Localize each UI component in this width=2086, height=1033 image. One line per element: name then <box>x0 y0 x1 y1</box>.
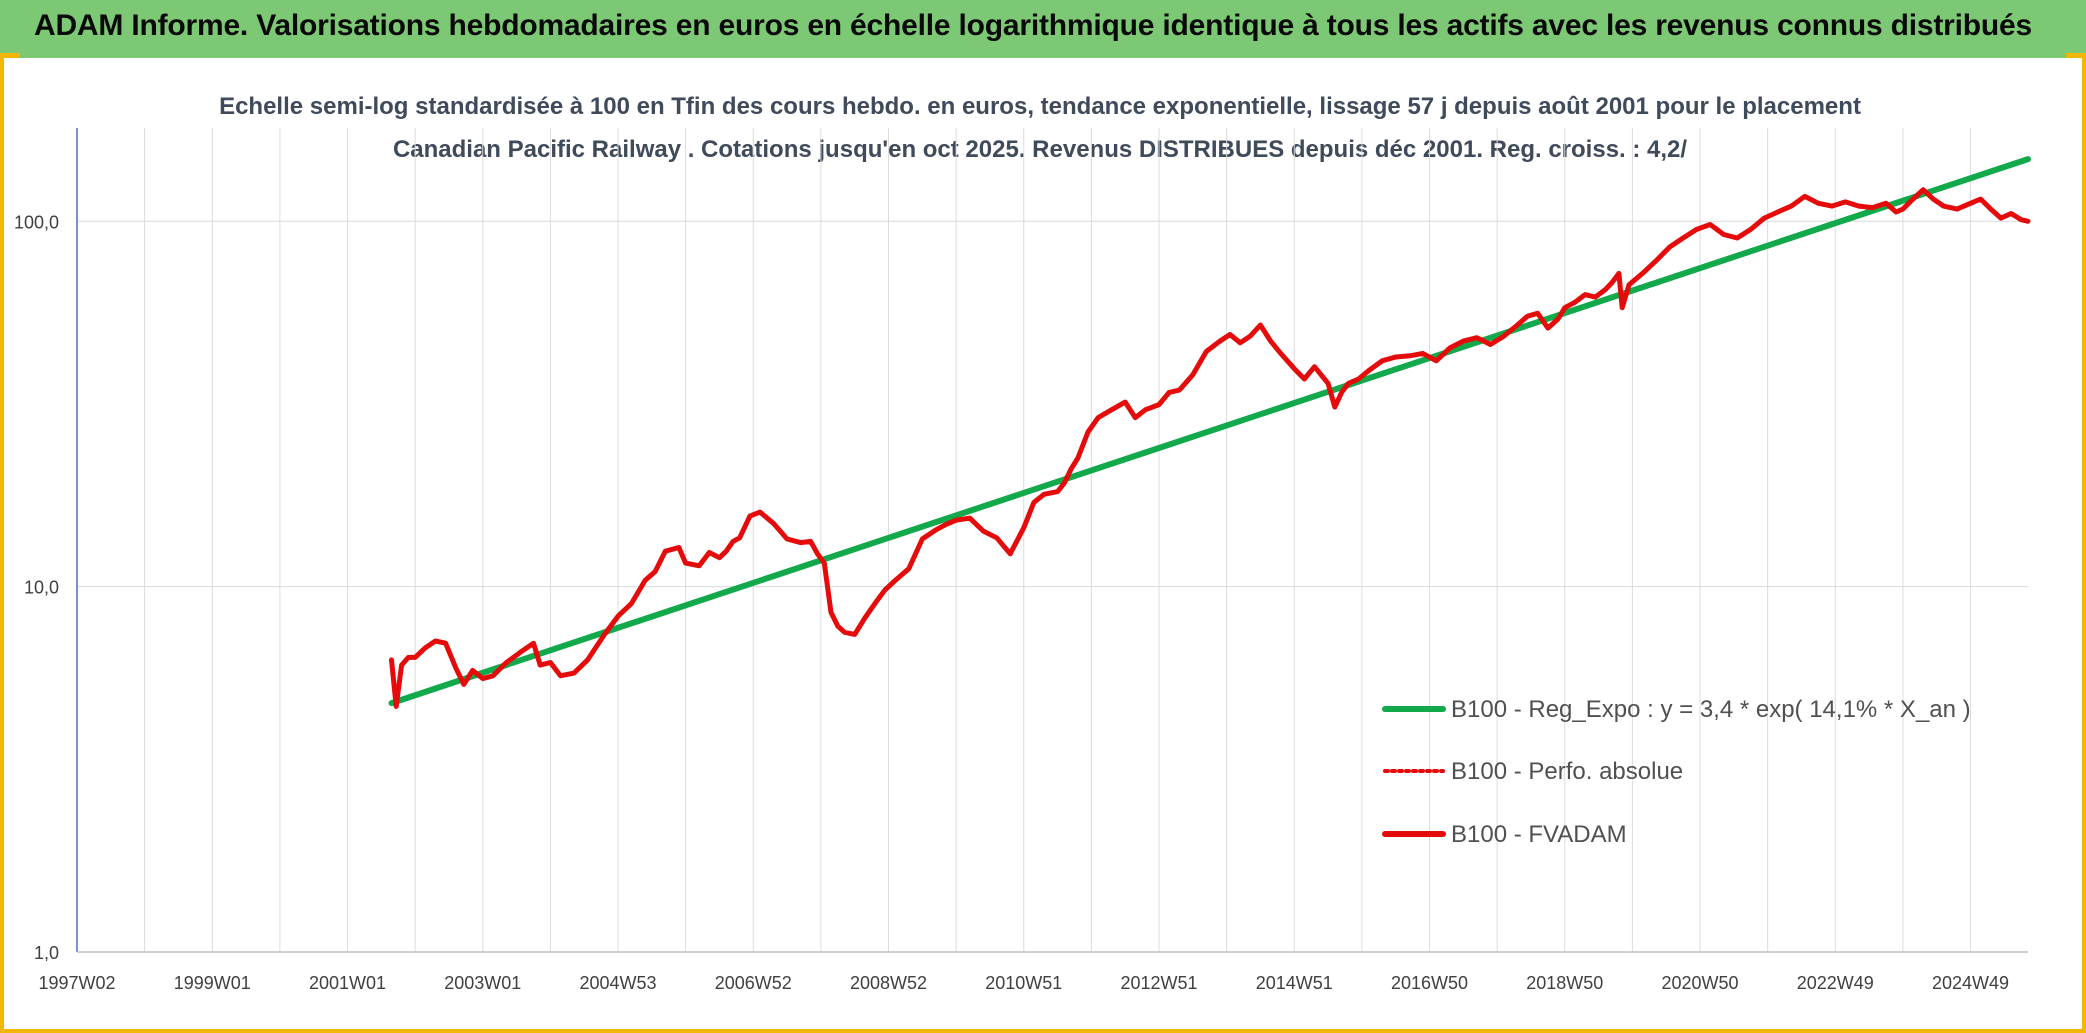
x-tick-label: 2018W50 <box>1526 973 1603 993</box>
page-title: ADAM Informe. Valorisations hebdomadaire… <box>34 9 2032 42</box>
chart-title: Echelle semi-log standardisée à 100 en T… <box>219 93 1861 163</box>
x-tick-label: 2010W51 <box>985 973 1062 993</box>
x-tick-label: 2003W01 <box>444 973 521 993</box>
legend-item-fvadam-label: B100 - FVADAM <box>1451 821 1627 848</box>
x-tick-label: 2016W50 <box>1391 973 1468 993</box>
x-tick-label: 2008W52 <box>850 973 927 993</box>
x-tick-label: 1999W01 <box>174 973 251 993</box>
x-tick-label: 2001W01 <box>309 973 386 993</box>
x-tick-label: 2022W49 <box>1797 973 1874 993</box>
header-banner: ADAM Informe. Valorisations hebdomadaire… <box>0 0 2086 58</box>
trend-line <box>388 156 2031 707</box>
y-tick-label: 100,0 <box>14 212 59 232</box>
x-tick-label: 2012W51 <box>1120 973 1197 993</box>
x-tick-label: 2024W49 <box>1932 973 2009 993</box>
x-tick-label: 2006W52 <box>715 973 792 993</box>
legend-item-trend-label: B100 - Reg_Expo : y = 3,4 * exp( 14,1% *… <box>1451 696 1971 723</box>
y-tick-label: 10,0 <box>24 578 59 598</box>
x-tick-label: 2014W51 <box>1256 973 1333 993</box>
legend-item-perf-label: B100 - Perfo. absolue <box>1451 758 1683 785</box>
x-tick-label: 2020W50 <box>1661 973 1738 993</box>
x-tick-label: 2004W53 <box>579 973 656 993</box>
y-tick-label: 1,0 <box>34 943 59 963</box>
x-tick-label: 1997W02 <box>38 973 115 993</box>
fvadam-line <box>389 187 2031 709</box>
